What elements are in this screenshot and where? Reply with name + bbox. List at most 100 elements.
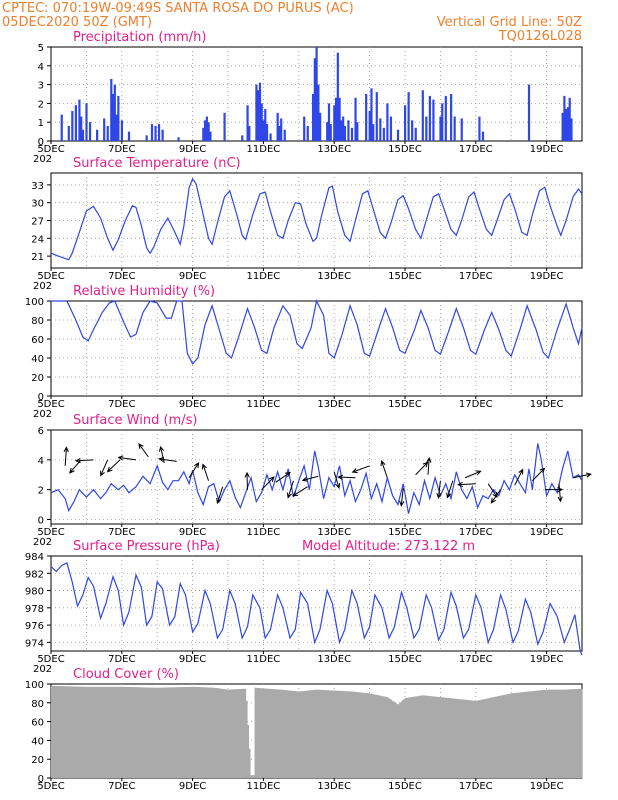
- cloud-bar: [505, 694, 508, 778]
- cloud-bar: [145, 687, 148, 778]
- cloud-bar: [310, 690, 313, 778]
- precip-bar: [106, 125, 109, 141]
- cloud-bar: [86, 686, 89, 778]
- cloud-bar: [256, 687, 258, 778]
- cloud-bar: [185, 686, 188, 778]
- cloud-bar: [223, 689, 226, 778]
- cloud-bar: [239, 688, 242, 778]
- x-tick-label: 11DEC: [247, 144, 281, 155]
- precip-bar: [327, 103, 331, 141]
- y-tick-label: 21: [31, 252, 44, 263]
- cloud-bar: [344, 691, 347, 778]
- cloud-bar: [114, 686, 117, 778]
- cloud-bar: [238, 689, 241, 778]
- cloud-bar: [332, 690, 335, 778]
- cloud-bar: [437, 696, 440, 778]
- cloud-bar: [317, 689, 320, 778]
- x-overflow-label: 202: [33, 537, 52, 548]
- cloud-bar: [297, 691, 300, 778]
- x-tick-label: 7DEC: [108, 654, 135, 665]
- cloud-bar: [90, 686, 93, 778]
- cloud-bar: [540, 690, 543, 778]
- cloud-bar: [251, 775, 254, 778]
- cloud-bar: [230, 689, 233, 778]
- cloud-bar: [475, 700, 478, 778]
- cloud-bar: [573, 689, 576, 778]
- cloud-bar: [546, 689, 549, 778]
- y-tick-label: 20: [31, 755, 44, 766]
- cloud-bar: [520, 692, 522, 778]
- cloud-bar: [313, 689, 316, 778]
- cloud-bar: [303, 690, 306, 778]
- cloud-bar: [506, 694, 509, 778]
- precip-bar: [444, 95, 447, 141]
- cloud-bar: [309, 690, 311, 778]
- precip-bar: [326, 122, 329, 141]
- precip-bar: [354, 97, 357, 141]
- cloud-bar: [176, 687, 179, 778]
- cloud-bar: [161, 687, 164, 778]
- y-tick-label: 60: [31, 335, 44, 346]
- precip-bar: [303, 116, 306, 141]
- cloud-bar: [228, 689, 230, 778]
- precip-bar: [365, 94, 368, 141]
- y-tick-label: 976: [25, 621, 44, 632]
- cloud-bar: [433, 696, 435, 778]
- cloud-bar: [55, 686, 58, 778]
- y-tick-label: 2: [38, 486, 44, 497]
- cloud-bar: [289, 690, 292, 778]
- cloud-bar: [551, 689, 553, 778]
- precip-bar: [317, 84, 320, 141]
- cloud-bar: [456, 698, 459, 778]
- cloud-bar: [205, 687, 208, 778]
- cloud-bar: [295, 691, 298, 778]
- cloud-bar: [171, 687, 174, 778]
- cloud-bar: [61, 686, 64, 778]
- cloud-bar: [80, 686, 83, 778]
- cloud-bar: [483, 699, 486, 778]
- precip-bar: [154, 125, 157, 141]
- precip-bar: [258, 82, 262, 141]
- cloud-bar: [405, 697, 407, 778]
- cloud-bar: [431, 696, 434, 778]
- y-tick-label: 1: [38, 118, 44, 129]
- cloud-bar: [183, 687, 186, 778]
- cloud-bar: [254, 687, 257, 778]
- cloud-bar: [291, 690, 294, 778]
- cloud-bar: [461, 699, 463, 778]
- cloud-bar: [279, 689, 282, 778]
- precip-bar: [563, 95, 566, 141]
- cloud-bar: [118, 686, 121, 778]
- x-tick-label: 15DEC: [388, 527, 422, 538]
- wind-vector: [333, 471, 341, 489]
- x-tick-label: 9DEC: [179, 527, 206, 538]
- cloud-bar: [306, 690, 309, 778]
- cloud-bar: [225, 689, 227, 778]
- panel-subtitle: Model Altitude: 273.122 m: [302, 539, 475, 554]
- cloud-bar: [166, 687, 168, 778]
- precip-bar: [150, 124, 154, 141]
- cloud-bar: [511, 693, 514, 778]
- y-tick-label: 0: [38, 516, 44, 527]
- cloud-bar: [331, 690, 334, 778]
- cloud-bar: [415, 696, 418, 778]
- cloud-bar: [222, 688, 224, 778]
- precip-bar: [103, 118, 106, 141]
- cloud-bar: [68, 686, 71, 778]
- wind-vector: [117, 455, 137, 461]
- cloud-bar: [284, 690, 286, 778]
- cloud-bar: [170, 687, 173, 778]
- cloud-bar: [136, 687, 139, 778]
- precip-bar: [81, 129, 85, 141]
- precip-bar: [269, 133, 272, 141]
- cloud-bar: [335, 690, 338, 778]
- cloud-bar: [267, 688, 270, 778]
- precip-bar: [257, 90, 260, 141]
- cloud-bar: [449, 698, 452, 778]
- cloud-bar: [562, 689, 565, 778]
- cloud-bar: [537, 690, 540, 778]
- wind-vector: [415, 461, 429, 476]
- cloud-bar: [350, 691, 353, 778]
- cloud-bar: [121, 686, 124, 778]
- cloud-bar: [101, 686, 104, 778]
